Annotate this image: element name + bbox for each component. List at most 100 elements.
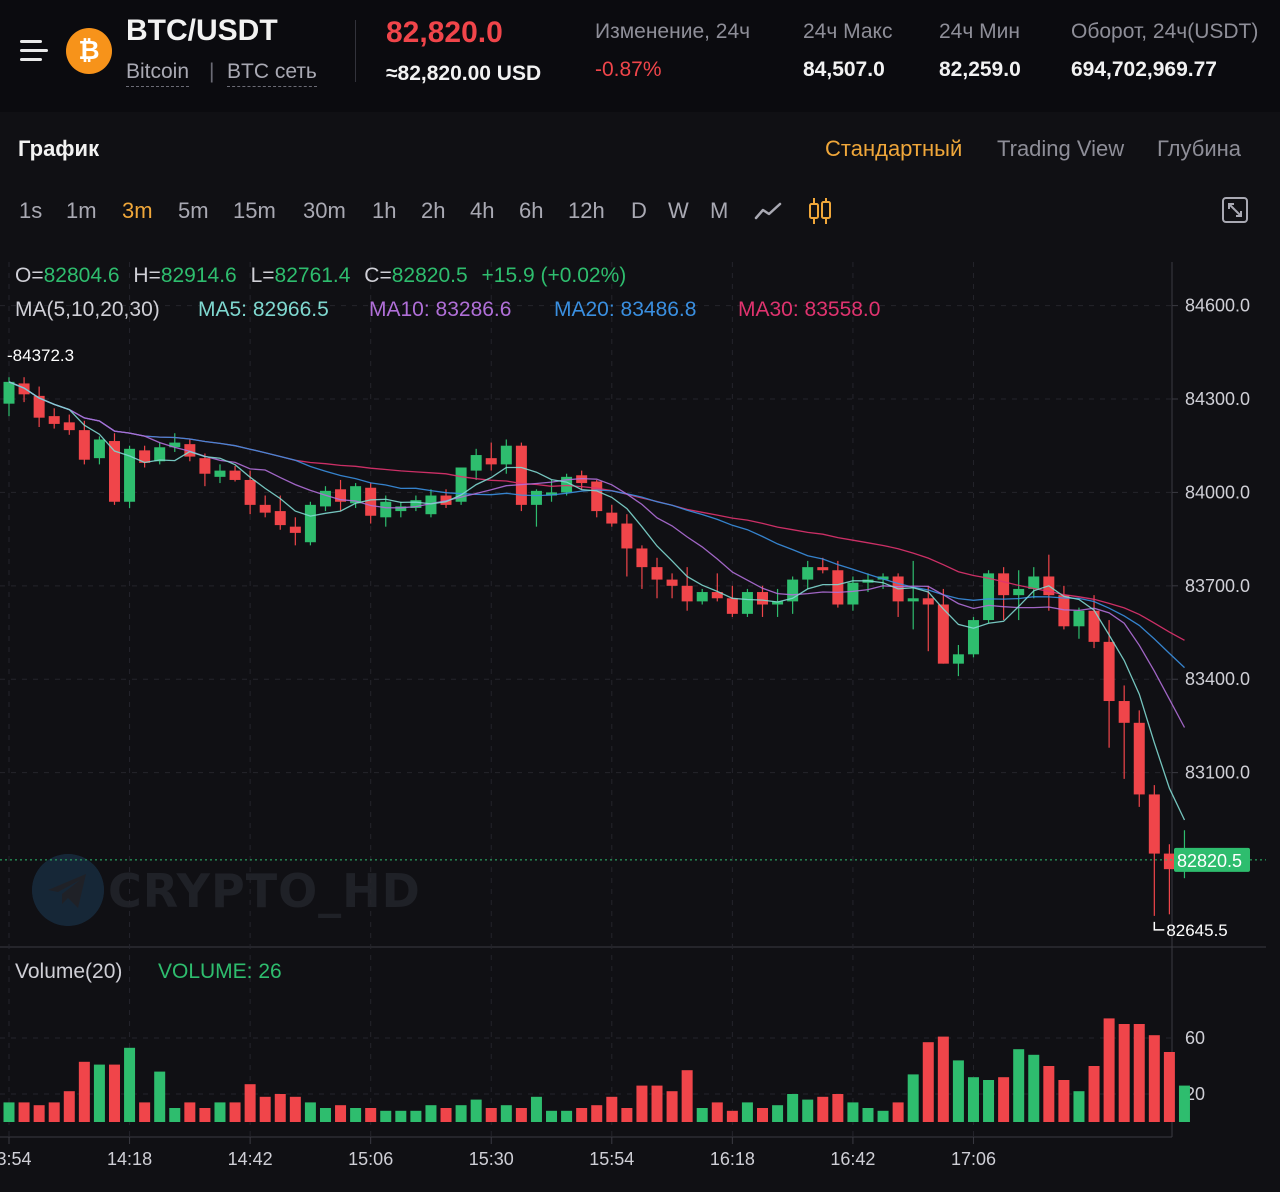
- candle-body: [561, 476, 573, 493]
- timeframe-15m[interactable]: 15m: [233, 198, 276, 223]
- candle-body: [651, 567, 663, 580]
- candlestick-icon[interactable]: [806, 196, 834, 226]
- volume-bar: [530, 1096, 542, 1122]
- timeframe-1s[interactable]: 1s: [19, 198, 43, 223]
- pair-title[interactable]: BTC/USDT: [126, 14, 278, 47]
- min-price-arrow: [1153, 921, 1165, 931]
- timeframe-30m[interactable]: 30m: [303, 198, 346, 223]
- volume-bar: [229, 1102, 241, 1122]
- min-price-marker: 82645.5: [1166, 921, 1227, 940]
- current-price-tag: [1174, 847, 1250, 872]
- high-label: H=: [133, 264, 161, 287]
- volume-bar: [877, 1110, 889, 1122]
- candle-body: [621, 523, 633, 549]
- candle-body: [455, 467, 467, 502]
- candle-body: [319, 490, 331, 507]
- stat-turnover-label: Оборот, 24ч(USDT): [1071, 20, 1259, 43]
- stat-low-label: 24ч Мин: [939, 20, 1020, 43]
- volume-bar: [500, 1105, 512, 1122]
- change-value: +15.9 (+0.02%): [481, 264, 627, 287]
- candle-body: [741, 592, 753, 614]
- volume-bar: [636, 1085, 648, 1122]
- candle-body: [229, 470, 241, 480]
- timeframe-D[interactable]: D: [631, 198, 647, 223]
- candle-body: [289, 526, 301, 533]
- volume-bar: [350, 1108, 362, 1122]
- price-tick-label: 84300.0: [1185, 389, 1250, 409]
- candle-body: [1013, 588, 1025, 596]
- max-price-marker: -84372.3: [7, 346, 74, 365]
- menu-icon[interactable]: [20, 38, 50, 64]
- ma10-value: MA10: 83286.6: [369, 298, 512, 321]
- ma5-value: MA5: 82966.5: [198, 298, 329, 321]
- volume-tick-label: 60: [1185, 1028, 1205, 1048]
- chart-panel-title: График: [18, 136, 100, 161]
- candle-body: [410, 500, 422, 508]
- timeframe-bar: 1s 1m 3m 5m 15m 30m 1h 2h 4h 6h 12h D W …: [0, 198, 900, 228]
- candle-body: [726, 598, 738, 614]
- volume-bar: [48, 1102, 60, 1122]
- timeframe-2h[interactable]: 2h: [421, 198, 446, 223]
- coin-name-link[interactable]: Bitcoin: [126, 60, 190, 87]
- tab-standard[interactable]: Стандартный: [825, 136, 963, 161]
- volume-bar: [681, 1070, 693, 1122]
- volume-bar: [983, 1080, 995, 1122]
- candle-body: [907, 598, 919, 602]
- time-tick-label: 16:18: [710, 1149, 755, 1169]
- coin-network-separator: |: [209, 60, 215, 83]
- candle-body: [696, 592, 708, 602]
- candle-body: [184, 444, 196, 457]
- volume-bar: [711, 1102, 723, 1122]
- candle-body: [711, 592, 723, 599]
- tab-trading-view[interactable]: Trading View: [997, 136, 1125, 161]
- volume-bar: [1118, 1024, 1130, 1122]
- candle-body: [877, 576, 889, 580]
- candle-body: [998, 573, 1010, 596]
- volume-bar: [515, 1108, 527, 1122]
- time-tick-label: 15:30: [469, 1149, 514, 1169]
- candle-body: [48, 416, 60, 424]
- volume-bar: [78, 1061, 90, 1122]
- network-link[interactable]: BTC сеть: [227, 60, 317, 87]
- current-price-label: 82820.5: [1177, 851, 1242, 871]
- volume-bar: [772, 1105, 784, 1122]
- ma20-value: MA20: 83486.8: [554, 298, 697, 321]
- timeframe-W[interactable]: W: [668, 198, 689, 223]
- candle-body: [214, 470, 226, 477]
- candle-body: [666, 579, 678, 586]
- timeframe-1m[interactable]: 1m: [66, 198, 97, 223]
- candle-body: [983, 573, 995, 621]
- time-tick-label: 17:06: [951, 1149, 996, 1169]
- candle-body: [515, 445, 527, 505]
- volume-bar: [1148, 1035, 1160, 1122]
- timeframe-6h[interactable]: 6h: [519, 198, 544, 223]
- candlestick-chart[interactable]: 84600.0 84300.0 84000.0 83700.0 83400.0 83100…: [0, 262, 1280, 1192]
- timeframe-4h[interactable]: 4h: [470, 198, 495, 223]
- candle-body: [470, 455, 482, 471]
- price-tick-label: 83100.0: [1185, 763, 1250, 783]
- volume-bar: [1058, 1080, 1070, 1122]
- volume-bar: [666, 1091, 678, 1122]
- timeframe-M[interactable]: M: [710, 198, 729, 223]
- fullscreen-icon[interactable]: [1221, 196, 1249, 224]
- timeframe-12h[interactable]: 12h: [568, 198, 605, 223]
- timeframe-1h[interactable]: 1h: [372, 198, 397, 223]
- volume-bar: [726, 1110, 738, 1122]
- volume-bar: [380, 1110, 392, 1122]
- timeframe-5m[interactable]: 5m: [178, 198, 209, 223]
- volume-bar: [741, 1102, 753, 1122]
- candle-body: [937, 604, 949, 664]
- volume-bar: [591, 1105, 603, 1122]
- volume-bar: [289, 1096, 301, 1122]
- candle-body: [274, 511, 286, 526]
- time-tick-label: 15:54: [589, 1149, 634, 1169]
- candle-body: [787, 579, 799, 602]
- ohlc-legend: O=82804.6 H=82914.6 L=82761.4 C=82820.5 …: [15, 264, 626, 288]
- volume-bar: [621, 1108, 633, 1122]
- line-chart-icon[interactable]: [754, 198, 782, 224]
- price-tick-label: 83400.0: [1185, 669, 1250, 689]
- candle-body: [259, 504, 271, 513]
- candle-body: [93, 439, 105, 459]
- timeframe-3m[interactable]: 3m: [122, 198, 153, 223]
- tab-depth[interactable]: Глубина: [1157, 136, 1242, 161]
